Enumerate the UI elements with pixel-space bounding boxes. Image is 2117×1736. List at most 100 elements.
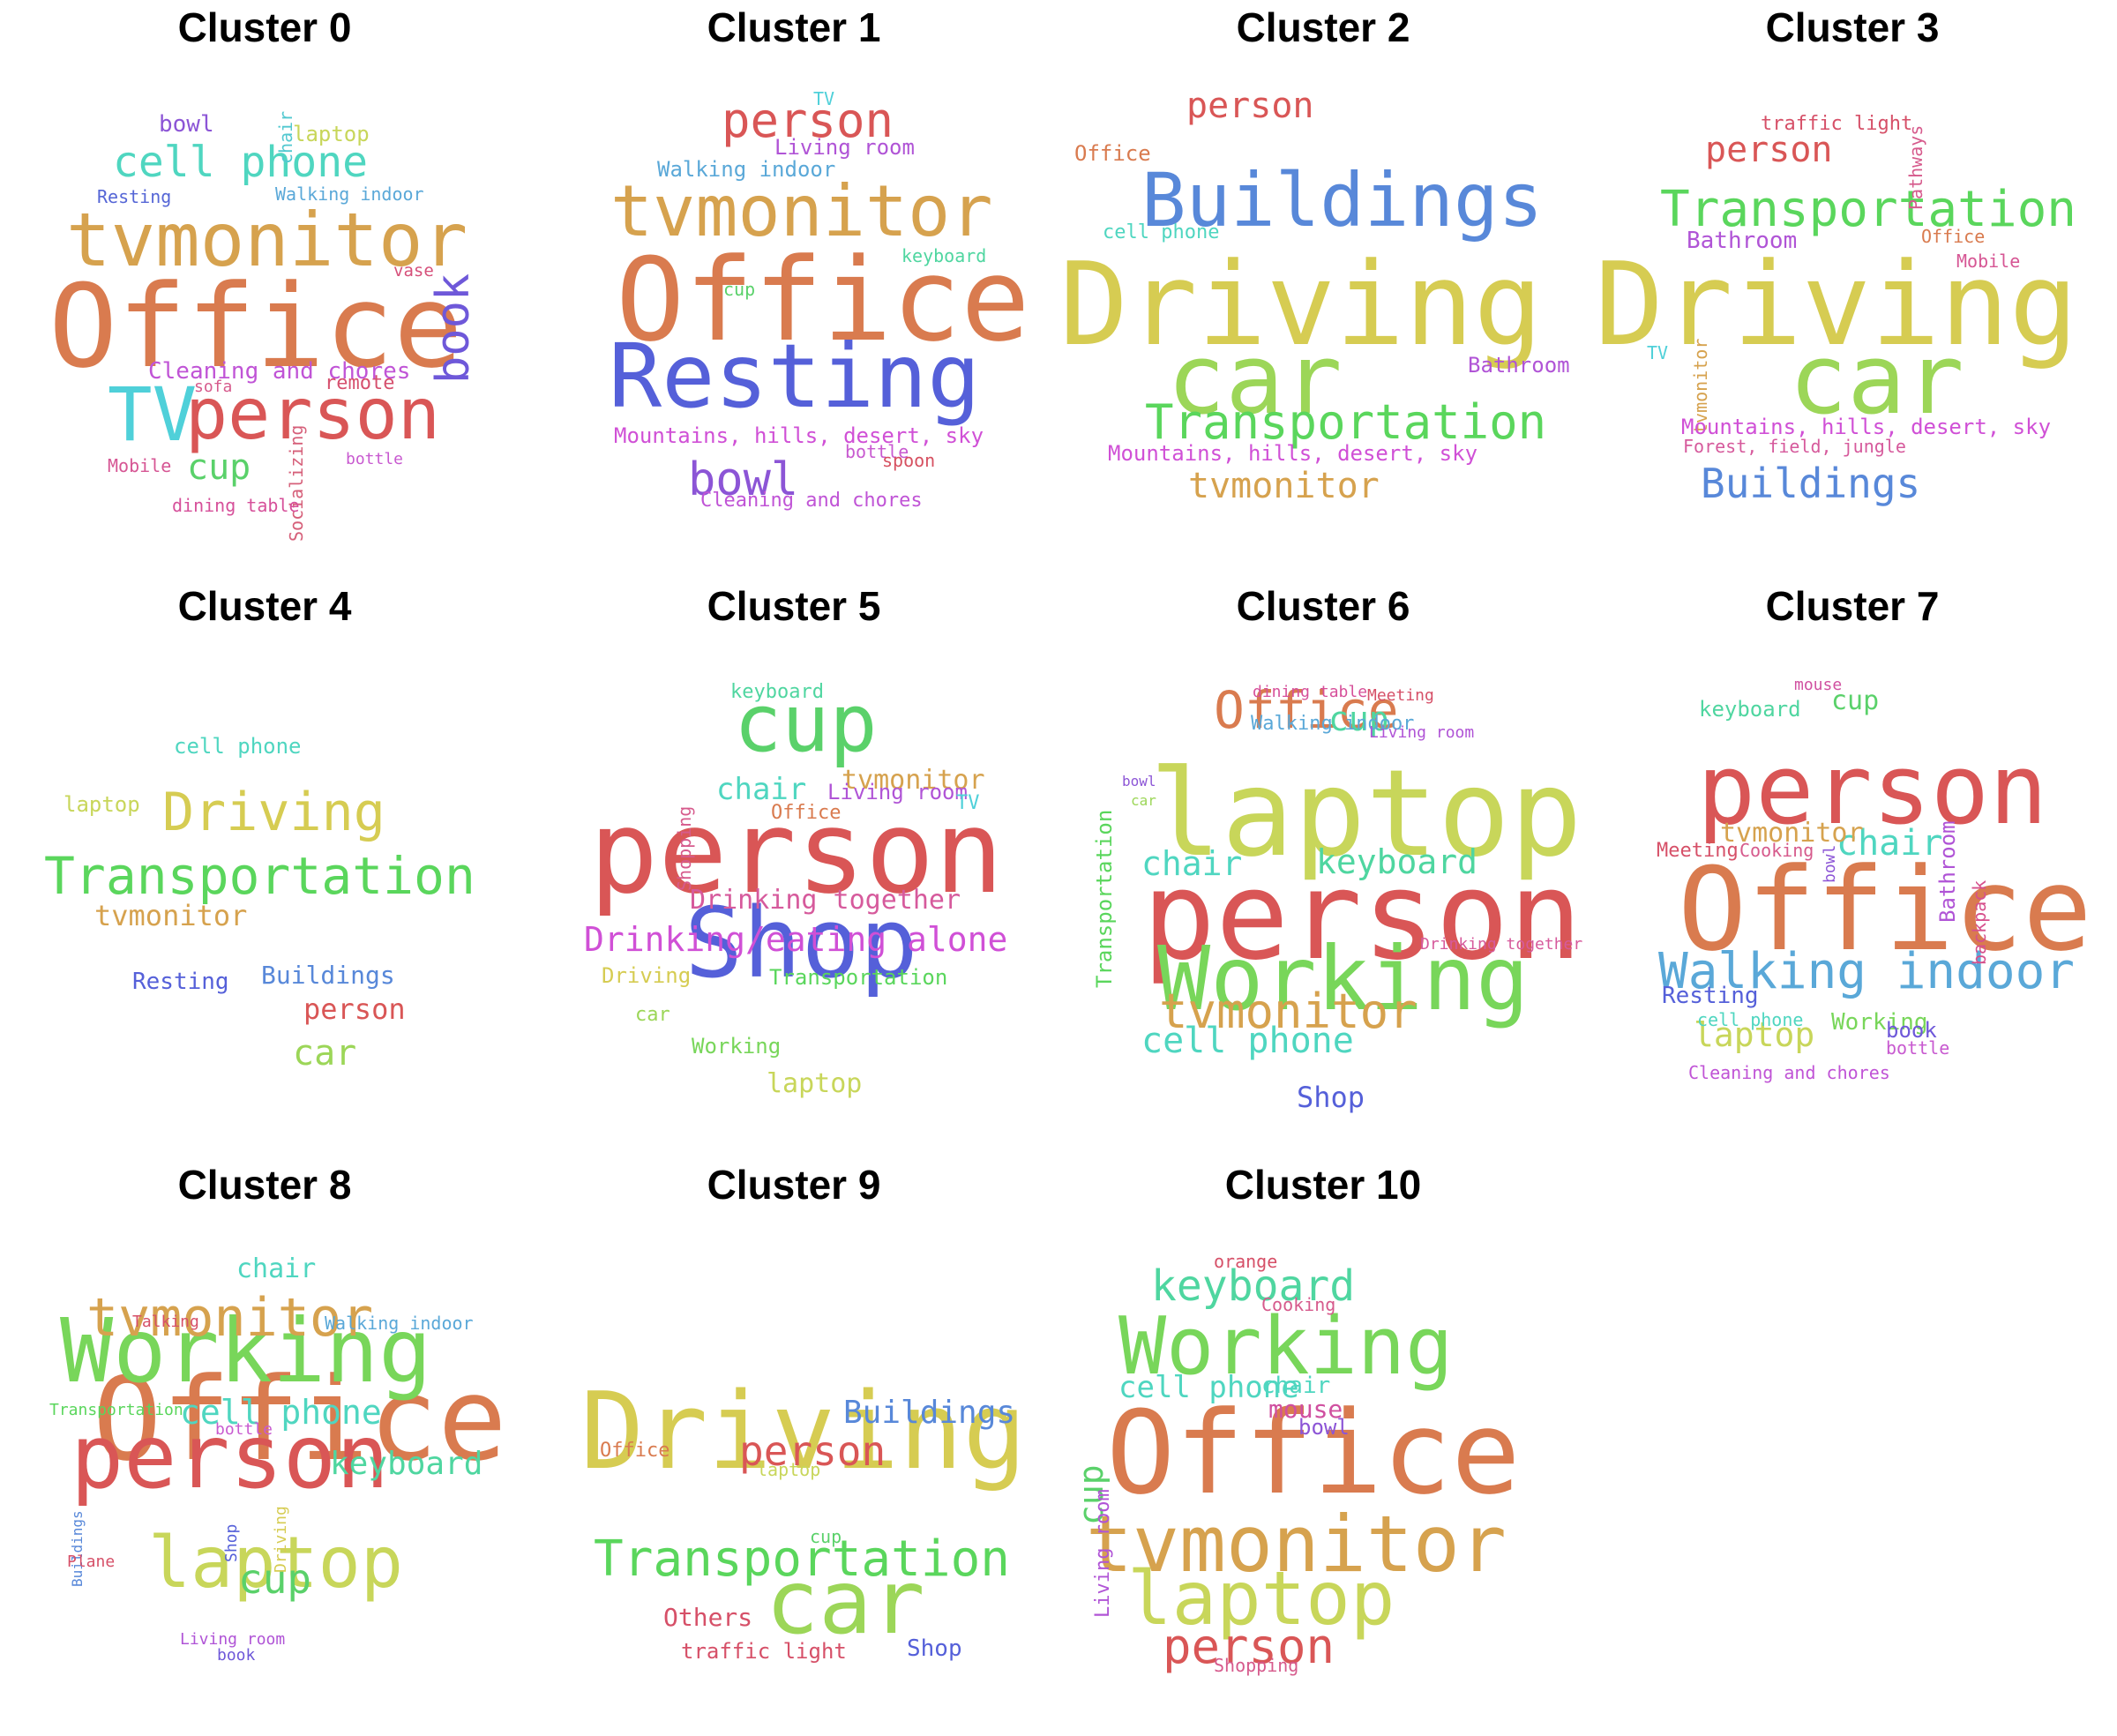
word-cloud: Office Working person laptop tvmonitor cell p…	[0, 1157, 529, 1736]
word-walking-indoor: Walking indoor	[1251, 713, 1415, 735]
word-person: person	[303, 992, 406, 1026]
word-person: person	[589, 785, 1004, 919]
word-cell-phone: cell phone	[174, 734, 302, 759]
word-person: person	[1705, 130, 1833, 170]
cluster-title: Cluster 10	[1224, 1162, 1422, 1208]
word-bathroom: Bathroom	[1687, 228, 1798, 254]
word-bottle: bottle	[1886, 1037, 1950, 1059]
word-chair: chair	[1141, 844, 1243, 883]
word-person: person	[185, 373, 440, 455]
word-cloud: Driving car Transportation Buildings person t…	[1588, 0, 2117, 579]
word-book: book	[1886, 1018, 1937, 1043]
cluster-panel-0: Cluster 0 Office tvmonitor TV person cell pho…	[0, 0, 529, 579]
word-bathroom: Bathroom	[1935, 820, 1960, 923]
word-bowl: bowl	[1821, 844, 1839, 883]
word-orange: orange	[1214, 1251, 1278, 1272]
word-bowl: bowl	[688, 453, 799, 506]
word-chair: chair	[1261, 1373, 1331, 1399]
word-keyboard: keyboard	[1151, 1261, 1356, 1311]
cluster-title: Cluster 5	[707, 583, 881, 629]
word-dining-table: dining table	[1253, 683, 1368, 701]
word-tvmonitor: tvmonitor	[1720, 818, 1864, 849]
word-cleaning-and-chores: Cleaning and chores	[1688, 1062, 1890, 1083]
word-cell-phone: cell phone	[113, 138, 368, 187]
word-drinking-eating-alone: Drinking/eating alone	[584, 920, 1008, 959]
word-keyboard: keyboard	[730, 681, 824, 703]
word-resting: Resting	[609, 325, 981, 428]
cluster-title: Cluster 7	[1765, 583, 1940, 629]
word-shop: Shop	[1297, 1081, 1365, 1114]
word-laptop: laptop	[1694, 1015, 1815, 1054]
word-mouse: mouse	[1794, 676, 1843, 694]
word-driving: Driving	[162, 782, 385, 843]
word-chair: chair	[275, 110, 296, 164]
word-living-room: Living room	[1369, 723, 1475, 742]
cluster-title: Cluster 6	[1236, 583, 1410, 629]
word-bowl: bowl	[159, 111, 214, 138]
word-cooking: Cooking	[1261, 1294, 1336, 1315]
word-buildings: Buildings	[69, 1510, 86, 1587]
word-laptop: laptop	[1149, 745, 1582, 884]
word-mountains-hills-desert-sky: Mountains, hills, desert, sky	[1108, 441, 1478, 466]
word-transportation: Transportation	[769, 965, 948, 990]
word-drinking-together: Drinking together	[690, 885, 961, 916]
word-laptop: laptop	[64, 792, 140, 817]
word-tv: TV	[813, 88, 835, 109]
word-transportation: Transportation	[44, 846, 475, 906]
word-working: Working	[1157, 927, 1530, 1030]
word-cup: cup	[238, 1555, 312, 1603]
word-living-room: Living room	[774, 135, 915, 160]
word-cup: cup	[810, 1526, 842, 1547]
word-traffic-light: traffic light	[1761, 113, 1913, 135]
word-remote: remote	[325, 372, 395, 394]
word-person: person	[1142, 845, 1582, 987]
word-sofa: sofa	[194, 378, 233, 396]
word-tvmonitor: tvmonitor	[1159, 984, 1418, 1039]
word-cell-phone: cell phone	[1118, 1370, 1299, 1405]
word-socializing: Socializing	[286, 424, 307, 542]
word-resting: Resting	[97, 186, 172, 207]
word-buildings: Buildings	[261, 961, 395, 990]
word-cloud: Office tvmonitor Working laptop keyboard pers…	[1058, 1157, 1588, 1736]
word-car: car	[635, 1004, 670, 1026]
word-dining-table: dining table	[172, 495, 300, 516]
cluster-panel-2: Cluster 2 Driving car Buildings Transportati…	[1058, 0, 1588, 579]
word-transportation: Transportation	[594, 1530, 1011, 1588]
word-person: person	[1186, 86, 1314, 126]
word-bathroom: Bathroom	[1468, 353, 1570, 378]
word-tv: TV	[956, 792, 980, 814]
word-shopping: Shopping	[674, 805, 695, 891]
word-backpack: backpack	[1969, 879, 1990, 965]
word-working: Working	[692, 1034, 782, 1059]
word-office: Office	[616, 233, 1030, 367]
word-driving: Driving	[1595, 237, 2078, 371]
word-cooking: Cooking	[1739, 840, 1814, 861]
word-living-room: Living room	[180, 1630, 286, 1649]
word-tvmonitor: tvmonitor	[66, 197, 468, 283]
word-mobile: Mobile	[108, 455, 172, 476]
word-chair: chair	[1836, 823, 1943, 864]
word-cloud: Office person Walking indoor chair laptop key…	[1588, 579, 2117, 1157]
word-meeting: Meeting	[1657, 840, 1739, 862]
word-driving: Driving	[1059, 237, 1543, 371]
word-pathways: Pathways	[1905, 124, 1926, 210]
cluster-title: Cluster 2	[1236, 4, 1410, 50]
word-buildings: Buildings	[843, 1395, 1016, 1431]
cluster-panel-8: Cluster 8 Office Working person laptop tvmoni…	[0, 1157, 529, 1736]
word-cloud: Driving car Buildings Transportation person O…	[1058, 0, 1588, 579]
word-shopping: Shopping	[1214, 1655, 1299, 1676]
word-mobile: Mobile	[1956, 251, 2021, 272]
word-walking-indoor: Walking indoor	[1658, 943, 2076, 1000]
word-tvmonitor: tvmonitor	[610, 170, 993, 252]
word-bottle: bottle	[346, 450, 404, 468]
cluster-title: Cluster 3	[1765, 4, 1940, 50]
word-laptop: laptop	[757, 1459, 821, 1480]
cluster-title: Cluster 8	[177, 1162, 352, 1208]
word-person: person	[1697, 733, 2048, 846]
word-transportation: Transportation	[49, 1401, 183, 1419]
cluster-panel-6: Cluster 6 laptop person Working Office tvmoni…	[1058, 579, 1588, 1157]
word-forest-field-jungle: Forest, field, jungle	[1683, 436, 1906, 457]
word-bowl: bowl	[1122, 773, 1156, 789]
cluster-panel-10: Cluster 10 Office tvmonitor Working laptop ke…	[1058, 1157, 1588, 1736]
